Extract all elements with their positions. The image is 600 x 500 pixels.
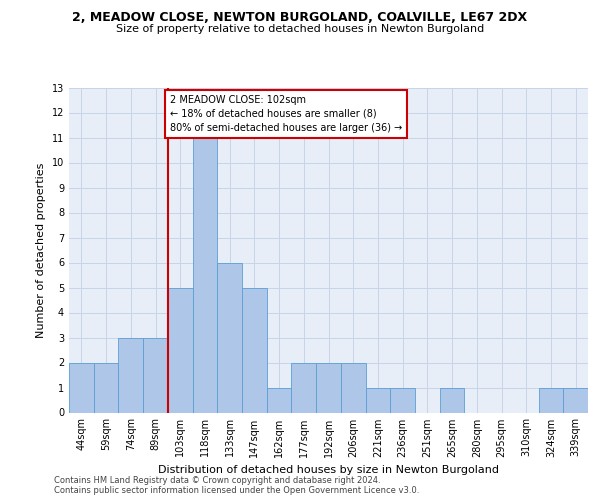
Bar bbox=[316, 362, 341, 412]
Bar bbox=[143, 338, 168, 412]
Bar bbox=[563, 388, 588, 412]
Bar bbox=[292, 362, 316, 412]
Bar bbox=[193, 138, 217, 412]
Bar bbox=[69, 362, 94, 412]
Text: Contains HM Land Registry data © Crown copyright and database right 2024.: Contains HM Land Registry data © Crown c… bbox=[54, 476, 380, 485]
Bar bbox=[341, 362, 365, 412]
Text: Contains public sector information licensed under the Open Government Licence v3: Contains public sector information licen… bbox=[54, 486, 419, 495]
X-axis label: Distribution of detached houses by size in Newton Burgoland: Distribution of detached houses by size … bbox=[158, 465, 499, 475]
Bar bbox=[440, 388, 464, 412]
Bar bbox=[267, 388, 292, 412]
Text: Size of property relative to detached houses in Newton Burgoland: Size of property relative to detached ho… bbox=[116, 24, 484, 34]
Bar bbox=[217, 262, 242, 412]
Bar bbox=[539, 388, 563, 412]
Bar bbox=[242, 288, 267, 412]
Bar bbox=[94, 362, 118, 412]
Bar bbox=[390, 388, 415, 412]
Text: 2 MEADOW CLOSE: 102sqm
← 18% of detached houses are smaller (8)
80% of semi-deta: 2 MEADOW CLOSE: 102sqm ← 18% of detached… bbox=[170, 95, 403, 133]
Bar bbox=[118, 338, 143, 412]
Text: 2, MEADOW CLOSE, NEWTON BURGOLAND, COALVILLE, LE67 2DX: 2, MEADOW CLOSE, NEWTON BURGOLAND, COALV… bbox=[73, 11, 527, 24]
Bar bbox=[365, 388, 390, 412]
Y-axis label: Number of detached properties: Number of detached properties bbox=[36, 162, 46, 338]
Bar bbox=[168, 288, 193, 412]
